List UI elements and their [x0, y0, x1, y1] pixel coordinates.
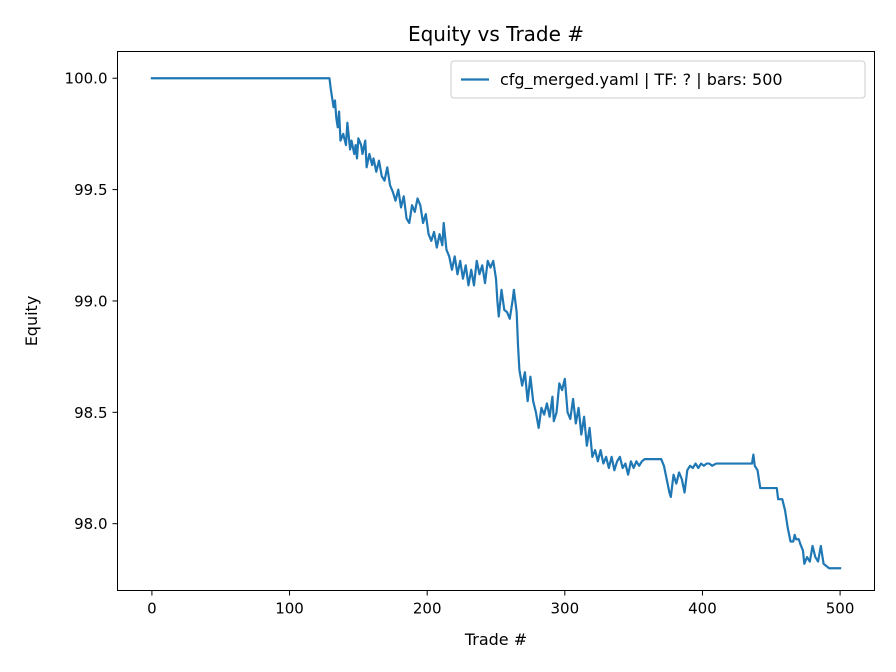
legend-entry-label: cfg_merged.yaml | TF: ? | bars: 500: [500, 70, 783, 90]
y-axis-label: Equity: [22, 296, 41, 347]
plot-area: [150, 77, 842, 570]
legend-box: [450, 60, 866, 99]
y-tick-label: 98.0: [74, 515, 107, 533]
legend: cfg_merged.yaml | TF: ? | bars: 500: [450, 60, 866, 99]
x-tick-label: 400: [688, 600, 717, 618]
y-tick-label: 98.5: [74, 404, 107, 422]
chart-title: Equity vs Trade #: [408, 22, 584, 46]
x-axis-label: Trade #: [464, 630, 527, 649]
y-axis-ticks: 98.0 98.5 99.0 99.5 100.0: [65, 70, 118, 533]
y-tick-label: 99.0: [74, 292, 107, 310]
x-tick-label: 500: [826, 600, 855, 618]
x-tick-label: 100: [275, 600, 304, 618]
series-line-0: [150, 77, 842, 570]
x-tick-label: 300: [550, 600, 579, 618]
x-axis-ticks: 0 100 200 300 400 500: [147, 590, 855, 618]
y-tick-label: 100.0: [65, 70, 108, 88]
y-tick-label: 99.5: [74, 181, 107, 199]
plot-frame: [117, 51, 875, 591]
x-tick-label: 200: [413, 600, 442, 618]
x-tick-label: 0: [147, 600, 157, 618]
